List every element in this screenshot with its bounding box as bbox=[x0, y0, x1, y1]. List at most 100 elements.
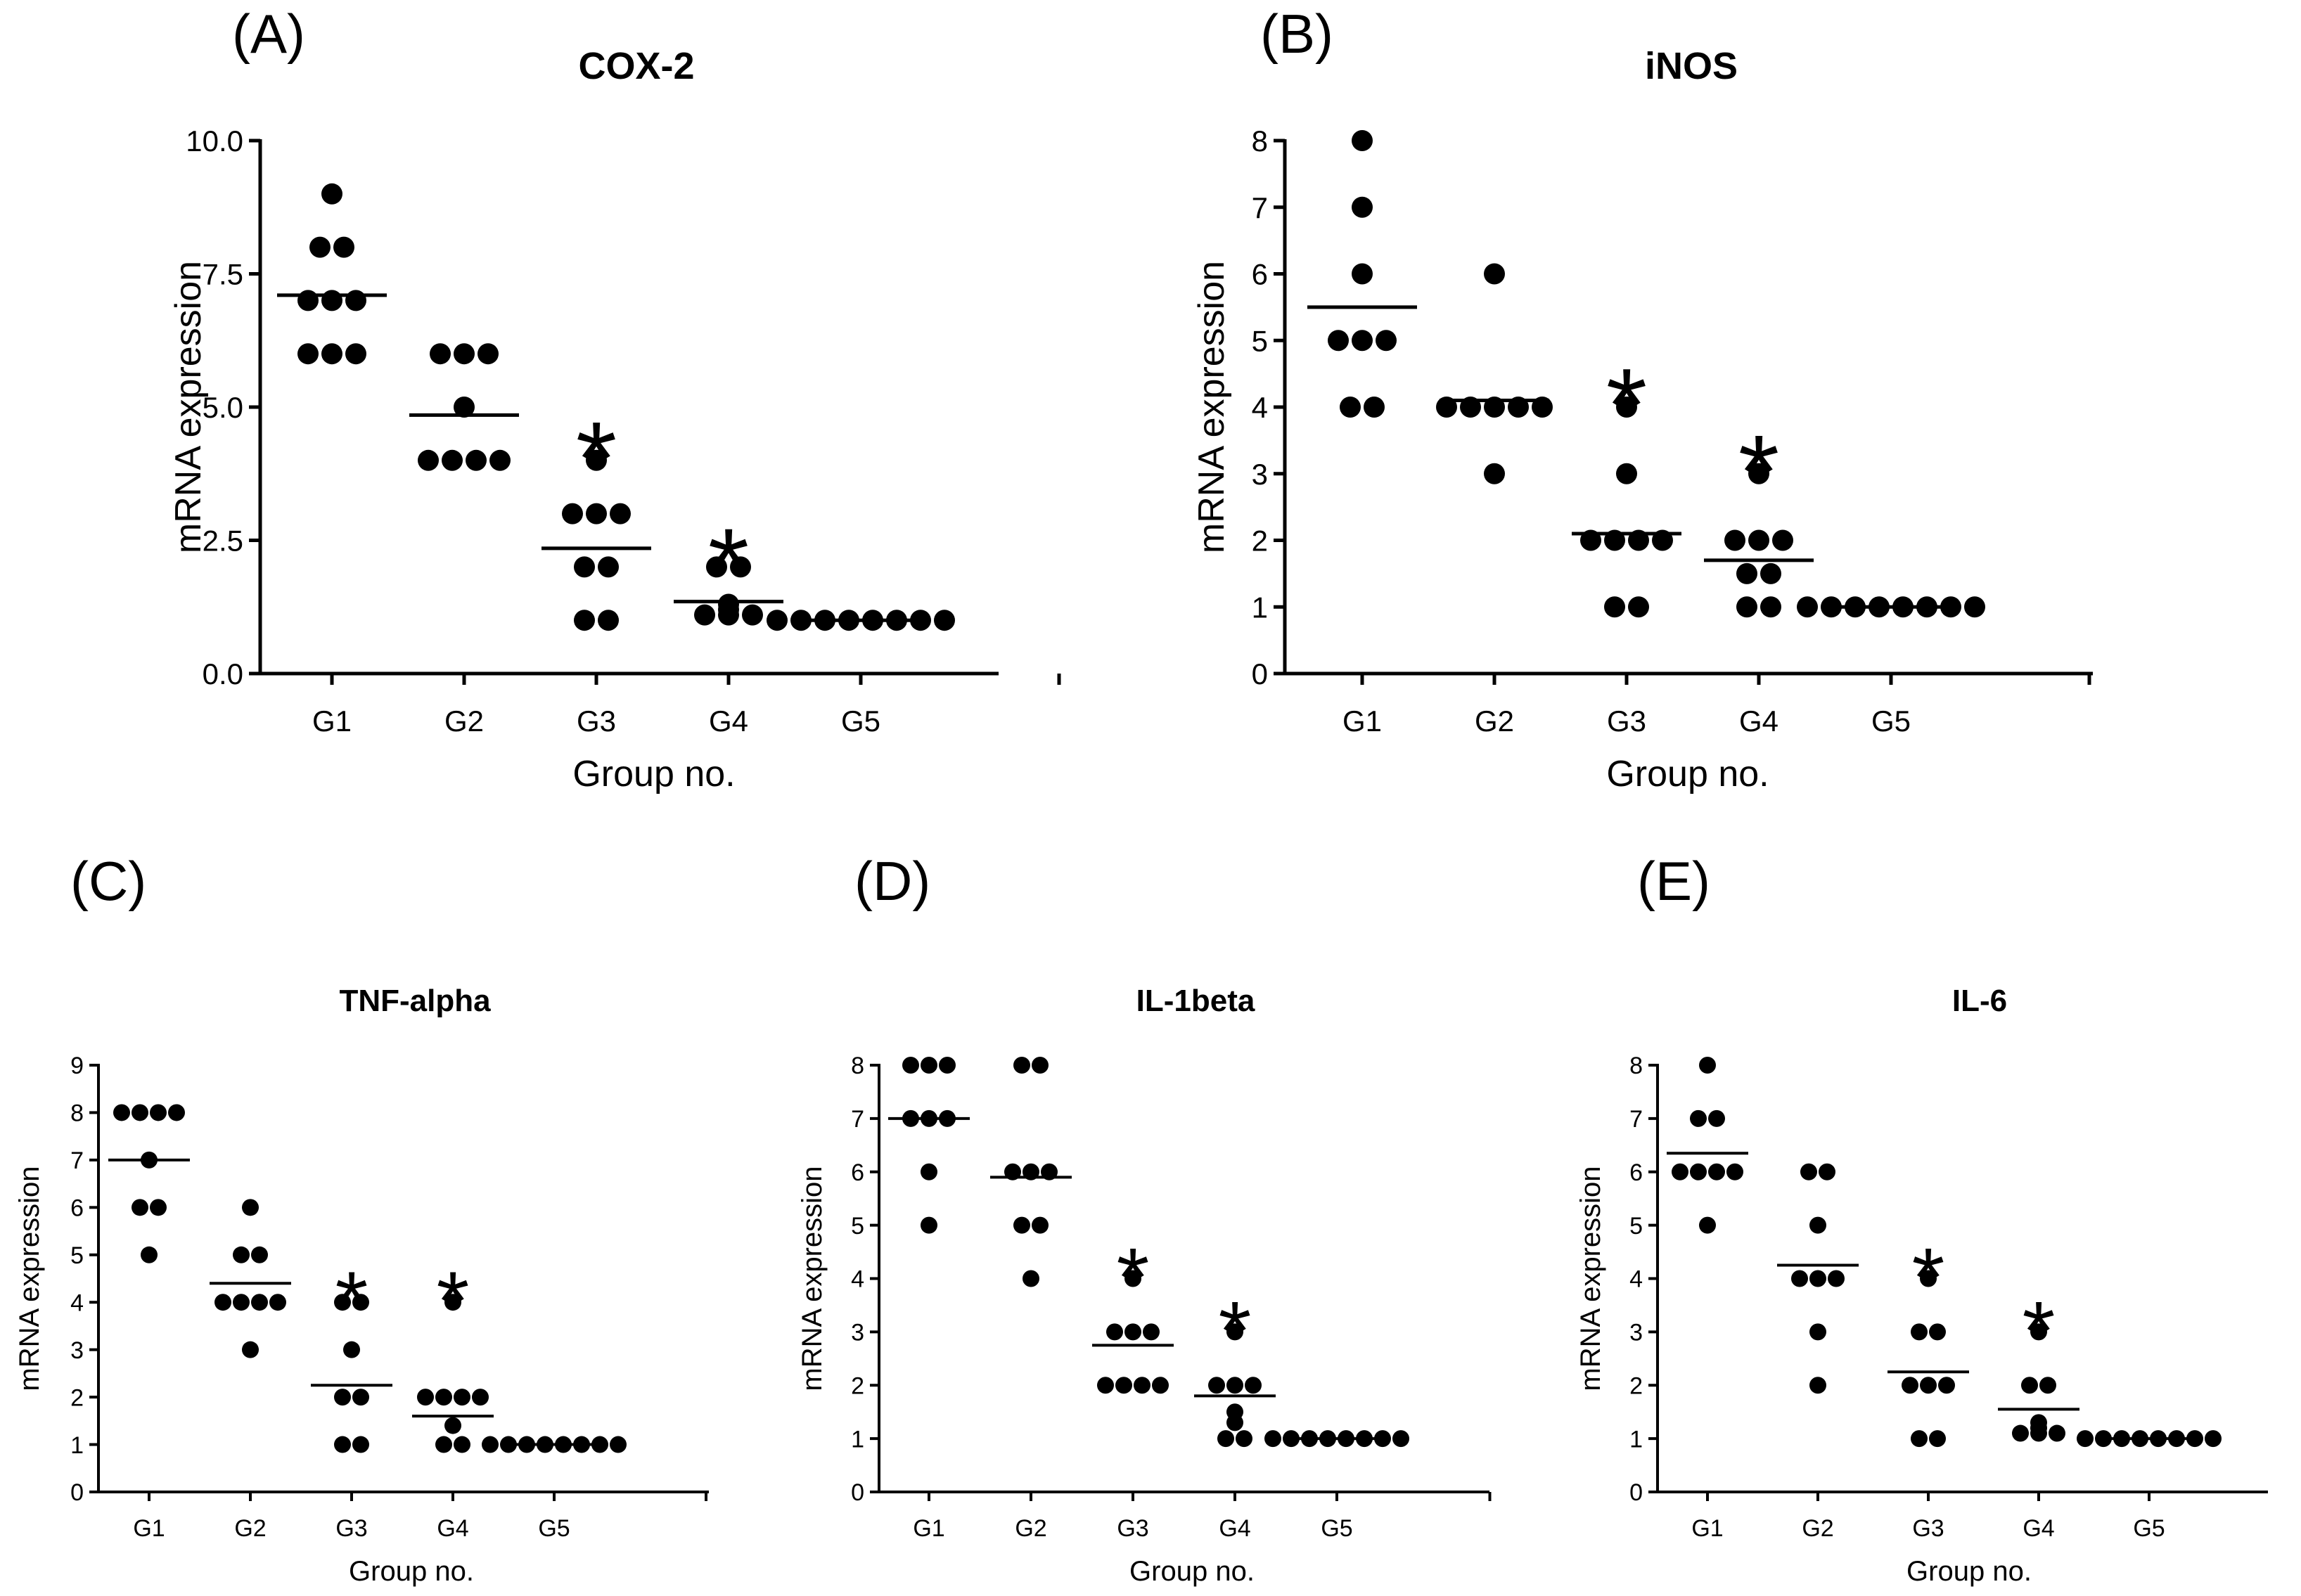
y-tick-label: 6 bbox=[851, 1159, 864, 1186]
data-point bbox=[442, 449, 463, 471]
y-tick-label: 7 bbox=[70, 1147, 84, 1174]
significance-star: * bbox=[437, 1254, 470, 1349]
y-tick-label: 6 bbox=[70, 1195, 84, 1222]
y-tick-label: 1 bbox=[70, 1432, 84, 1459]
chart-panel-3: (C) TNF-alpha 0 1 2 3 4 5 6 7 8 9 G1 G2 G3 G4 G5 mRNA exp… bbox=[14, 850, 709, 1587]
data-point bbox=[1032, 1057, 1049, 1074]
data-point bbox=[489, 449, 511, 471]
significance-star: * bbox=[1912, 1231, 1945, 1325]
y-tick-label: 6 bbox=[1629, 1159, 1643, 1186]
data-point bbox=[1013, 1216, 1030, 1234]
y-tick-label: 4 bbox=[70, 1289, 84, 1316]
data-point bbox=[1616, 397, 1637, 418]
data-point bbox=[1800, 1163, 1817, 1180]
data-point bbox=[586, 449, 607, 471]
data-point bbox=[2012, 1424, 2029, 1442]
y-tick-label: 1 bbox=[851, 1426, 864, 1453]
x-tick-label: G4 bbox=[709, 704, 748, 738]
x-tick-label: G2 bbox=[234, 1515, 266, 1542]
data-point bbox=[150, 1104, 167, 1121]
data-point bbox=[1023, 1270, 1039, 1287]
data-point bbox=[345, 343, 366, 365]
data-point bbox=[2205, 1430, 2222, 1448]
data-point bbox=[1772, 529, 1793, 551]
data-point bbox=[2030, 1323, 2047, 1341]
data-point bbox=[482, 1436, 499, 1453]
data-point bbox=[1809, 1216, 1826, 1234]
data-point bbox=[500, 1436, 517, 1453]
data-point bbox=[345, 290, 366, 311]
data-point bbox=[1115, 1377, 1132, 1394]
y-tick-label: 0 bbox=[851, 1479, 864, 1506]
data-point bbox=[1699, 1057, 1716, 1074]
x-tick-label: G5 bbox=[1321, 1515, 1352, 1542]
data-point bbox=[610, 503, 631, 525]
data-point bbox=[454, 1389, 470, 1406]
data-point bbox=[1736, 562, 1757, 584]
y-axis-label: mRNA expression bbox=[14, 1166, 45, 1391]
data-point bbox=[141, 1246, 158, 1263]
panel-label: (B) bbox=[1260, 3, 1333, 65]
data-point bbox=[1672, 1163, 1688, 1180]
data-point bbox=[321, 343, 342, 365]
data-point bbox=[921, 1163, 937, 1180]
data-point bbox=[1124, 1270, 1141, 1287]
y-axis-label: mRNA expression bbox=[1191, 261, 1232, 553]
data-point bbox=[1940, 596, 1961, 618]
x-axis-label: Group no. bbox=[1906, 1556, 2032, 1587]
y-tick-label: 0.0 bbox=[203, 657, 243, 690]
data-point bbox=[477, 343, 499, 365]
data-point bbox=[562, 503, 583, 525]
data-point bbox=[417, 1389, 434, 1406]
x-tick-label: G2 bbox=[444, 704, 484, 738]
y-tick-label: 5 bbox=[1629, 1213, 1643, 1240]
data-point bbox=[1902, 1377, 1918, 1394]
data-point bbox=[1748, 463, 1769, 484]
data-point bbox=[251, 1246, 268, 1263]
y-tick-label: 8 bbox=[851, 1053, 864, 1079]
data-point bbox=[334, 1294, 351, 1311]
data-point bbox=[444, 1417, 461, 1434]
data-point bbox=[435, 1436, 452, 1453]
data-point bbox=[334, 1436, 351, 1453]
data-point bbox=[1809, 1377, 1826, 1394]
data-point bbox=[1352, 263, 1373, 285]
data-point bbox=[1911, 1323, 1928, 1341]
x-axis-label: Group no. bbox=[1129, 1556, 1255, 1587]
data-point bbox=[1364, 397, 1385, 418]
data-point bbox=[1106, 1323, 1123, 1341]
significance-star: * bbox=[1117, 1231, 1150, 1325]
data-point bbox=[1724, 529, 1745, 551]
y-tick-label: 0 bbox=[1629, 1479, 1643, 1506]
data-point bbox=[1911, 1430, 1928, 1448]
y-tick-label: 7 bbox=[1252, 191, 1268, 224]
data-point bbox=[1929, 1430, 1946, 1448]
data-point bbox=[1143, 1323, 1160, 1341]
data-point bbox=[352, 1436, 369, 1453]
data-point bbox=[454, 397, 475, 418]
data-point bbox=[2021, 1377, 2038, 1394]
x-axis-label: Group no. bbox=[1606, 754, 1769, 794]
data-point bbox=[2077, 1430, 2094, 1448]
panel-label: (A) bbox=[232, 3, 305, 65]
data-point bbox=[1484, 463, 1505, 484]
y-tick-label: 6 bbox=[1252, 258, 1268, 291]
data-point bbox=[1283, 1430, 1300, 1448]
chart-title: IL-6 bbox=[1952, 984, 2007, 1018]
y-tick-label: 1 bbox=[1629, 1426, 1643, 1453]
data-point bbox=[574, 610, 595, 631]
x-tick-label: G5 bbox=[2133, 1515, 2165, 1542]
data-point bbox=[1340, 397, 1361, 418]
data-point bbox=[454, 343, 475, 365]
y-axis-label: mRNA expression bbox=[168, 261, 209, 553]
data-point bbox=[1929, 1323, 1946, 1341]
data-point bbox=[242, 1341, 259, 1358]
x-tick-label: G2 bbox=[1015, 1515, 1046, 1542]
data-point bbox=[233, 1294, 250, 1311]
data-point bbox=[251, 1294, 268, 1311]
y-tick-label: 2.5 bbox=[203, 525, 243, 558]
data-point bbox=[1748, 529, 1769, 551]
data-point bbox=[1604, 596, 1625, 618]
data-point bbox=[2030, 1424, 2047, 1442]
